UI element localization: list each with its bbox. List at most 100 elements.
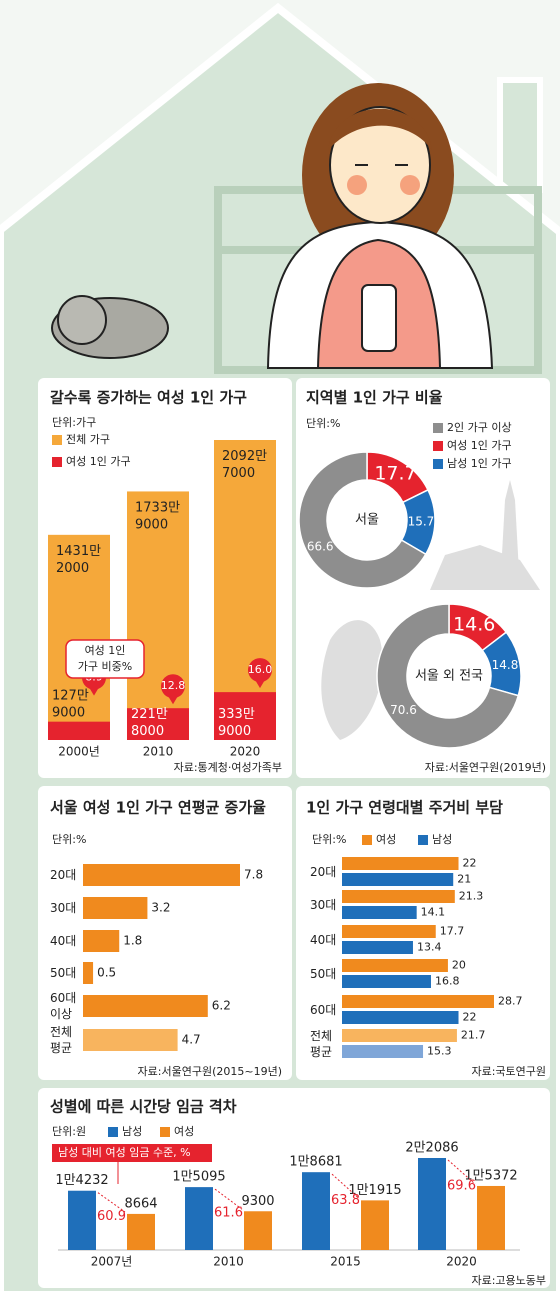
bar — [214, 692, 276, 740]
legend-label: 남성 — [432, 833, 452, 846]
annotation: 남성 대비 여성 임금 수준, % — [58, 1146, 191, 1159]
line: 8000 — [131, 724, 164, 739]
line: 9000 — [135, 517, 168, 532]
legend-swatch — [433, 441, 443, 451]
y-tick-label: 30대 — [310, 898, 336, 912]
unit-label: 단위:원 — [52, 1125, 86, 1138]
bar — [342, 1045, 424, 1058]
line: 333만 — [218, 707, 255, 722]
bar — [48, 721, 110, 740]
segment-label: 14.6 — [453, 613, 495, 635]
line: 가구 비중% — [78, 660, 132, 673]
ratio-label: 60.9 — [97, 1209, 126, 1224]
value-label: 1만1915 — [348, 1183, 401, 1198]
bar — [127, 1213, 155, 1250]
chimney — [497, 77, 543, 193]
value-label: 1만8681 — [289, 1155, 342, 1170]
bar — [342, 1011, 459, 1024]
unit-label: 단위:% — [52, 833, 86, 846]
decoration — [321, 480, 540, 740]
bar — [418, 1158, 446, 1250]
value-label: 6.2 — [212, 999, 231, 1013]
value-label: 15.3 — [427, 1045, 452, 1058]
bar — [83, 995, 208, 1017]
chart-title: 1인 가구 연령대별 주거비 부담 — [306, 799, 503, 817]
legend-label: 전체 가구 — [66, 433, 110, 446]
chart-title: 성별에 따른 시간당 임금 격차 — [50, 1098, 237, 1116]
value-label: 17.7 — [440, 925, 465, 938]
legend-label: 여성 1인 가구 — [447, 439, 512, 452]
legend-label: 남성 — [122, 1125, 142, 1138]
legend-label: 여성 — [376, 833, 396, 846]
legend-swatch — [433, 423, 443, 433]
share-marker — [248, 658, 272, 683]
value-label: 3.2 — [151, 901, 170, 915]
annotation-box — [65, 639, 145, 679]
line: 127만 — [52, 688, 89, 703]
donut-segment — [298, 451, 427, 589]
woman — [266, 83, 494, 369]
legend-swatch — [52, 457, 62, 467]
ratio-label: 63.8 — [331, 1193, 360, 1208]
y-tick-label: 전체 평균 — [310, 1029, 332, 1059]
y-tick-label: 60대 — [310, 1003, 336, 1017]
donut-center-label: 서울 외 전국 — [415, 669, 483, 684]
ratio-line — [97, 1192, 126, 1213]
line: 50대 — [50, 966, 76, 980]
cat — [51, 295, 169, 359]
bar — [244, 1211, 272, 1250]
ratio-label: 69.6 — [447, 1178, 476, 1193]
value-label: 1733만 9000 — [135, 500, 180, 532]
y-tick-label: 30대 — [50, 901, 76, 915]
segment-label: 14.8 — [492, 658, 519, 672]
bar — [83, 930, 120, 952]
bar — [342, 975, 431, 988]
value-label: 4.7 — [182, 1033, 201, 1047]
bar — [83, 897, 148, 919]
bar — [342, 906, 417, 919]
segment-label: 17.7 — [374, 463, 416, 485]
source: 자료:서울연구원(2019년) — [425, 761, 546, 774]
unit-label: 단위:가구 — [52, 416, 96, 429]
value-label: 21.3 — [459, 890, 484, 903]
line: 이상 — [50, 1007, 72, 1021]
line: 50대 — [310, 967, 336, 981]
value-label: 22 — [463, 1011, 477, 1024]
bar — [477, 1185, 505, 1250]
y-tick-label: 40대 — [310, 933, 336, 947]
legend-swatch — [52, 435, 62, 445]
line: 60대 — [50, 991, 76, 1005]
chart-title: 갈수록 증가하는 여성 1인 가구 — [50, 389, 247, 407]
value-label: 1만5372 — [464, 1168, 517, 1183]
value-label: 221만 8000 — [131, 707, 168, 739]
value-label: 13.4 — [417, 941, 442, 954]
x-tick-label: 2010 — [213, 1255, 244, 1269]
source: 자료:통계청·여성가족부 — [174, 761, 282, 774]
y-tick-label: 전체 평균 — [50, 1025, 72, 1055]
donut-segment — [376, 603, 520, 749]
value-label: 1.8 — [123, 934, 142, 948]
line: 1431만 — [56, 543, 101, 558]
legend-label: 2인 가구 이상 — [447, 421, 512, 434]
bar — [342, 925, 436, 938]
annotation-box — [52, 1144, 212, 1162]
legend-label: 여성 1인 가구 — [66, 455, 131, 468]
value-label: 20 — [452, 959, 466, 972]
source: 자료:고용노동부 — [471, 1274, 546, 1287]
bar — [68, 1190, 96, 1250]
bar — [342, 995, 494, 1008]
line: 221만 — [131, 707, 168, 722]
bar — [127, 708, 189, 740]
value-label: 1431만 2000 — [56, 543, 101, 575]
bar — [361, 1200, 389, 1250]
value-label: 1만5095 — [172, 1170, 225, 1185]
value-label: 14.1 — [421, 906, 446, 919]
bar — [214, 440, 276, 740]
legend-swatch — [418, 835, 428, 845]
line: 40대 — [310, 933, 336, 947]
value-label: 7.8 — [244, 868, 263, 882]
legend-swatch — [362, 835, 372, 845]
bar — [342, 890, 455, 903]
segment-label: 66.6 — [307, 539, 334, 553]
y-tick-label: 50대 — [50, 966, 76, 980]
